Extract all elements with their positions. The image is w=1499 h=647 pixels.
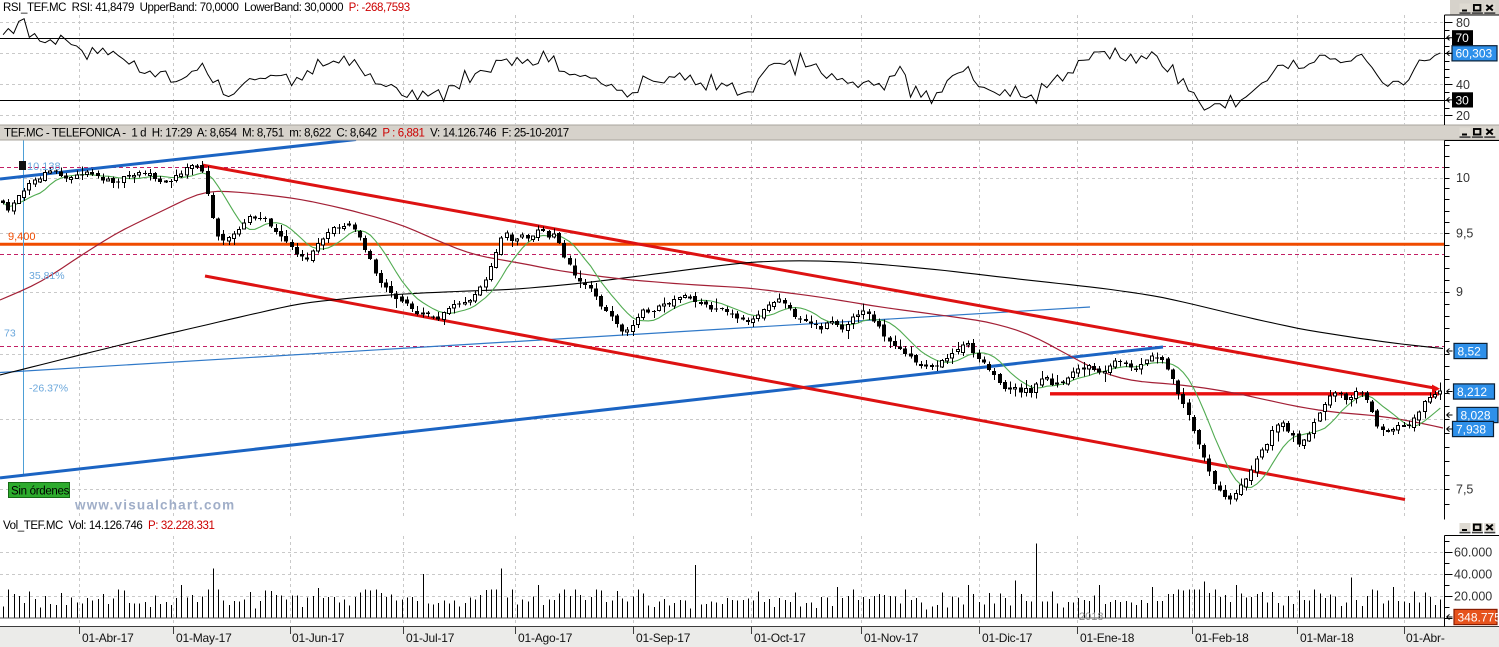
svg-text:40.000: 40.000 (1454, 568, 1492, 582)
svg-text:-26.37%: -26.37% (29, 383, 68, 395)
svg-text:01-Abr-17: 01-Abr-17 (82, 631, 134, 645)
svg-text:10,138: 10,138 (27, 161, 61, 173)
svg-text:9: 9 (1456, 285, 1463, 299)
svg-text:7,5: 7,5 (1456, 483, 1473, 497)
svg-text:01-Ago-17: 01-Ago-17 (518, 631, 573, 645)
svg-text:7,938: 7,938 (1456, 422, 1486, 436)
svg-text:8,212: 8,212 (1457, 385, 1487, 399)
svg-text:20: 20 (1456, 109, 1470, 123)
svg-text:8,028: 8,028 (1461, 408, 1491, 422)
svg-text:Sin órdenes: Sin órdenes (11, 486, 70, 498)
svg-text:01-Jun-17: 01-Jun-17 (292, 631, 345, 645)
svg-text:TEF.MC - TELEFONICA - 1 d H:: TEF.MC - TELEFONICA - 1 d H: 17:29 A: 8,… (4, 128, 569, 140)
svg-text:01-Feb-18: 01-Feb-18 (1195, 631, 1249, 645)
svg-text:01-Dic-17: 01-Dic-17 (982, 631, 1033, 645)
svg-text:RSI_TEF.MC RSI: 41,8479 Uppe: RSI_TEF.MC RSI: 41,8479 UpperBand: 70,00… (3, 2, 410, 14)
svg-text:2018: 2018 (1079, 611, 1103, 623)
svg-text:01-Oct-17: 01-Oct-17 (754, 631, 806, 645)
svg-text:01-Nov-17: 01-Nov-17 (864, 631, 919, 645)
svg-text:73: 73 (4, 328, 16, 340)
svg-text:70: 70 (1456, 31, 1470, 45)
svg-text:01-Jul-17: 01-Jul-17 (406, 631, 455, 645)
svg-text:01-May-17: 01-May-17 (176, 631, 232, 645)
svg-text:60.000: 60.000 (1454, 546, 1492, 560)
svg-text:80: 80 (1456, 16, 1470, 30)
svg-text:8,52: 8,52 (1458, 344, 1482, 358)
svg-text:01-Ene-18: 01-Ene-18 (1080, 631, 1135, 645)
svg-text:10: 10 (1456, 171, 1470, 185)
svg-text:www.visualchart.com: www.visualchart.com (74, 498, 235, 513)
svg-text:01-Abr-18: 01-Abr-18 (1406, 631, 1458, 645)
svg-text:9,5: 9,5 (1456, 227, 1473, 241)
svg-text:9,400: 9,400 (8, 231, 36, 243)
svg-text:35.81%: 35.81% (29, 270, 65, 282)
svg-text:40: 40 (1456, 78, 1470, 92)
svg-text:20.000: 20.000 (1454, 589, 1492, 603)
svg-text:01-Mar-18: 01-Mar-18 (1300, 631, 1354, 645)
svg-text:30: 30 (1456, 93, 1470, 107)
svg-text:01-Sep-17: 01-Sep-17 (636, 631, 691, 645)
svg-text:60,303: 60,303 (1456, 47, 1493, 61)
svg-text:Vol_TEF.MC Vol: 14.126.746 P: Vol_TEF.MC Vol: 14.126.746 P: 32.228.331 (3, 520, 214, 532)
svg-text:348.775: 348.775 (1458, 610, 1499, 624)
